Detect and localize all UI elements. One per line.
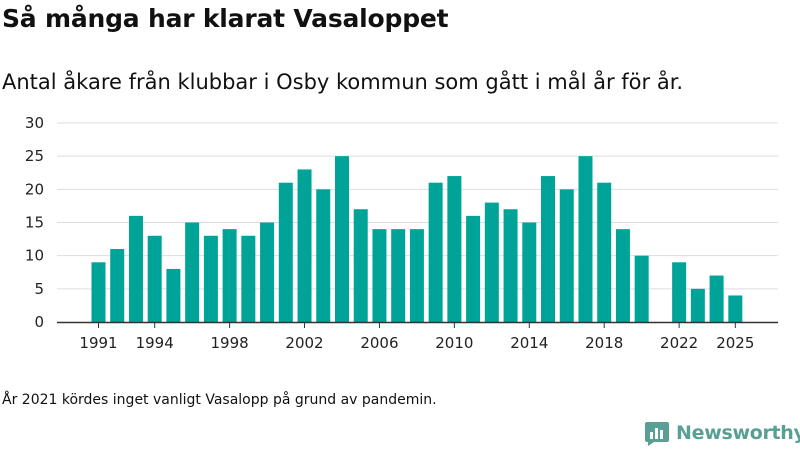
y-tick-label: 5 [34, 280, 44, 298]
chart-title: Så många har klarat Vasaloppet [2, 4, 449, 33]
bar-1996 [185, 222, 200, 322]
bar-1995 [166, 268, 181, 322]
x-tick-label: 2006 [360, 334, 398, 352]
bar-2001 [278, 182, 293, 322]
x-tick-label: 1998 [211, 334, 249, 352]
bar-2003 [316, 189, 331, 322]
brand-name: Newsworthy [676, 422, 800, 444]
bar-2019 [615, 229, 630, 322]
y-tick-label: 10 [25, 247, 44, 265]
bar-1991 [91, 262, 106, 322]
bar-2013 [503, 209, 518, 322]
y-tick-label: 30 [25, 114, 44, 132]
y-tick-label: 20 [25, 180, 44, 198]
bar-2002 [297, 169, 312, 322]
chart-subtitle: Antal åkare från klubbar i Osby kommun s… [2, 70, 684, 94]
bar-2017 [578, 156, 593, 322]
bar-2014 [522, 222, 537, 322]
bar-chart-logo-icon [645, 422, 669, 446]
bar-2004 [334, 156, 349, 322]
bar-2011 [466, 215, 481, 322]
brand-logo[interactable]: Newsworthy [644, 420, 800, 446]
bar-2025 [728, 295, 743, 322]
x-tick-label: 2025 [716, 334, 754, 352]
bar-1994 [147, 235, 162, 322]
bar-1993 [128, 215, 143, 322]
bar-1999 [241, 235, 256, 322]
x-tick-label: 2002 [285, 334, 323, 352]
bar-2020 [634, 255, 649, 322]
y-tick-label: 25 [25, 147, 44, 165]
bar-2016 [559, 189, 574, 322]
bar-2008 [409, 229, 424, 322]
bar-1998 [222, 229, 237, 322]
bar-2018 [597, 182, 612, 322]
bar-2009 [428, 182, 443, 322]
bar-2022 [672, 262, 687, 322]
footnote: År 2021 kördes inget vanligt Vasalopp på… [2, 392, 437, 408]
x-tick-label: 2022 [660, 334, 698, 352]
bar-2023 [690, 288, 705, 322]
bar-2012 [484, 202, 499, 322]
bar-1992 [110, 249, 125, 322]
bar-2024 [709, 275, 724, 322]
x-tick-label: 1991 [79, 334, 117, 352]
bar-2000 [260, 222, 275, 322]
bar-2005 [353, 209, 368, 322]
x-tick-label: 2018 [585, 334, 623, 352]
bar-2007 [391, 229, 406, 322]
y-tick-label: 15 [25, 214, 44, 232]
x-tick-label: 2010 [435, 334, 473, 352]
bar-2006 [372, 229, 387, 322]
bar-2015 [541, 176, 556, 322]
x-tick-label: 2014 [510, 334, 548, 352]
bar-2010 [447, 176, 462, 322]
y-tick-label: 0 [34, 313, 44, 331]
bar-1997 [203, 235, 218, 322]
x-tick-label: 1994 [136, 334, 174, 352]
